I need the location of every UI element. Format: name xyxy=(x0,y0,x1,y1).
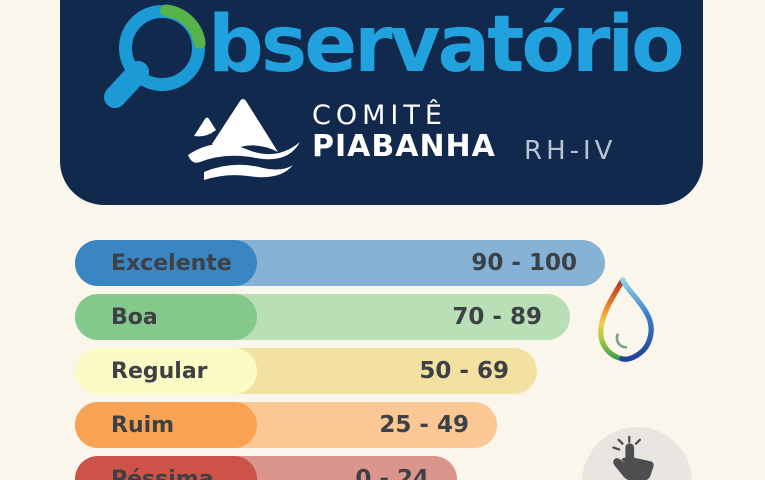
legend-label-pill: Excelente xyxy=(75,240,257,286)
legend-label-pill: Regular xyxy=(75,348,257,394)
committee-name-line2: PIABANHA xyxy=(312,129,496,164)
legend-range-value: 90 - 100 xyxy=(471,250,577,276)
legend-range-value: 50 - 69 xyxy=(419,358,509,384)
legend-range-value: 70 - 89 xyxy=(452,304,542,330)
region-code-label: RH-IV xyxy=(524,136,617,166)
legend-range-value: 0 - 24 xyxy=(355,466,429,480)
legend-label-text: Excelente xyxy=(111,250,232,276)
brand-banner: bservatório COMITÊ PIABANHA RH-IV xyxy=(60,0,703,205)
legend-range-value: 25 - 49 xyxy=(379,412,469,438)
committee-name-line1: COMITÊ xyxy=(312,100,447,131)
rainbow-water-droplet-icon xyxy=(598,277,654,362)
legend-label-text: Péssima xyxy=(111,466,214,480)
tap-hand-icon xyxy=(612,435,654,480)
mountain-wave-logo-icon xyxy=(188,99,300,180)
legend-label-pill: Ruim xyxy=(75,402,257,448)
legend-label-text: Regular xyxy=(111,358,208,384)
legend-label-text: Boa xyxy=(111,304,158,330)
page-title: bservatório xyxy=(208,0,685,90)
legend-label-pill: Boa xyxy=(75,294,257,340)
tap-action-button[interactable] xyxy=(582,427,692,480)
legend-label-pill: Péssima xyxy=(75,456,257,480)
legend-label-text: Ruim xyxy=(111,412,175,438)
magnifying-glass-icon xyxy=(104,4,206,108)
